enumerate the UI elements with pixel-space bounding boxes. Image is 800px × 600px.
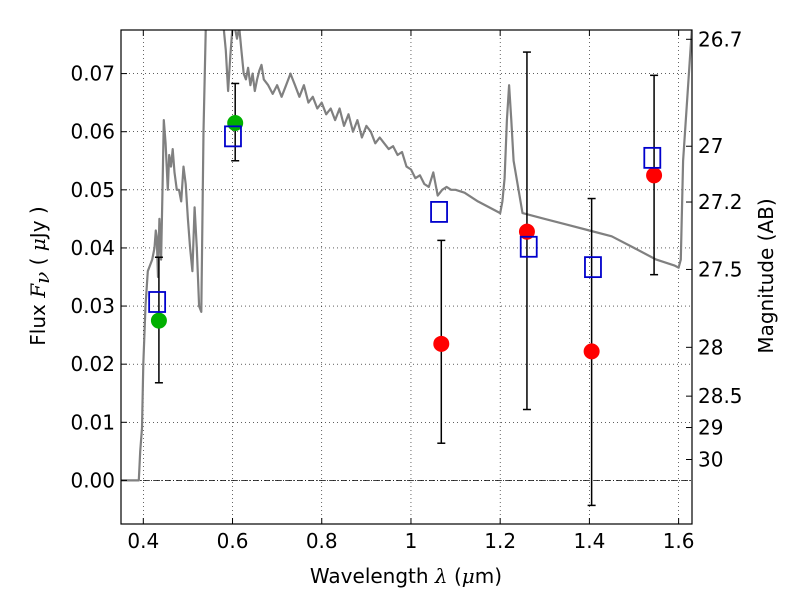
y-tick-label: 0.00	[70, 468, 115, 492]
y-tick-label: 0.04	[70, 236, 115, 260]
data-point-square	[643, 146, 662, 169]
grid-lines	[121, 30, 692, 524]
data-point-square	[148, 291, 167, 313]
magnitude-ticks: 26.7 27 27.2 27.5 28 28.5 29 30	[686, 27, 743, 471]
data-point-square	[519, 235, 538, 258]
y-tick-label: 0.06	[70, 120, 115, 144]
y-ticks: 0.00 0.01 0.02 0.03 0.04 0.05 0.06 0.07	[70, 62, 127, 492]
magnitude-tick-label: 28.5	[698, 384, 743, 408]
magnitude-tick-label: 27.5	[698, 257, 743, 281]
magnitude-tick-label: 28	[698, 335, 723, 359]
model-spectrum	[121, 30, 692, 482]
y-tick-label: 0.02	[70, 352, 115, 376]
magnitude-axis-label: Magnitude (AB)	[754, 198, 778, 353]
data-point-circle	[433, 335, 450, 352]
x-tick-label: 0.6	[217, 529, 249, 553]
x-tick-label: 1.2	[484, 529, 516, 553]
y-tick-label: 0.05	[70, 178, 115, 202]
data-point-square	[430, 201, 448, 223]
magnitude-tick-label: 27	[698, 134, 723, 158]
data-markers	[148, 114, 663, 360]
x-tick-label: 1.4	[573, 529, 605, 553]
x-tick-label: 1.6	[663, 529, 695, 553]
data-point-circle	[583, 343, 600, 360]
model-spectrum-line	[121, 30, 692, 482]
data-point-circle	[518, 223, 535, 240]
axes-box	[120, 29, 693, 525]
y-axis-label: Flux Fν ( μJy )	[26, 206, 54, 345]
data-point-square	[584, 256, 602, 279]
x-tick-label: 0.4	[127, 529, 159, 553]
x-tick-label: 1	[405, 529, 418, 553]
y-tick-label: 0.07	[70, 62, 115, 86]
magnitude-tick-label: 29	[698, 416, 723, 440]
data-point-circle	[150, 312, 167, 329]
plot-frame	[120, 29, 693, 525]
y-tick-label: 0.01	[70, 410, 115, 434]
magnitude-tick-label: 26.7	[698, 27, 743, 51]
magnitude-tick-label: 30	[698, 447, 723, 471]
magnitude-tick-label: 27.2	[698, 190, 743, 214]
x-ticks: 0.4 0.6 0.8 1 1.2 1.4 1.6	[127, 30, 695, 553]
data-point-circle	[646, 167, 663, 184]
data-point-square	[224, 125, 242, 148]
x-axis-label: Wavelength λ (μm)	[310, 564, 502, 588]
y-tick-label: 0.03	[70, 294, 115, 318]
x-tick-label: 0.8	[306, 529, 338, 553]
